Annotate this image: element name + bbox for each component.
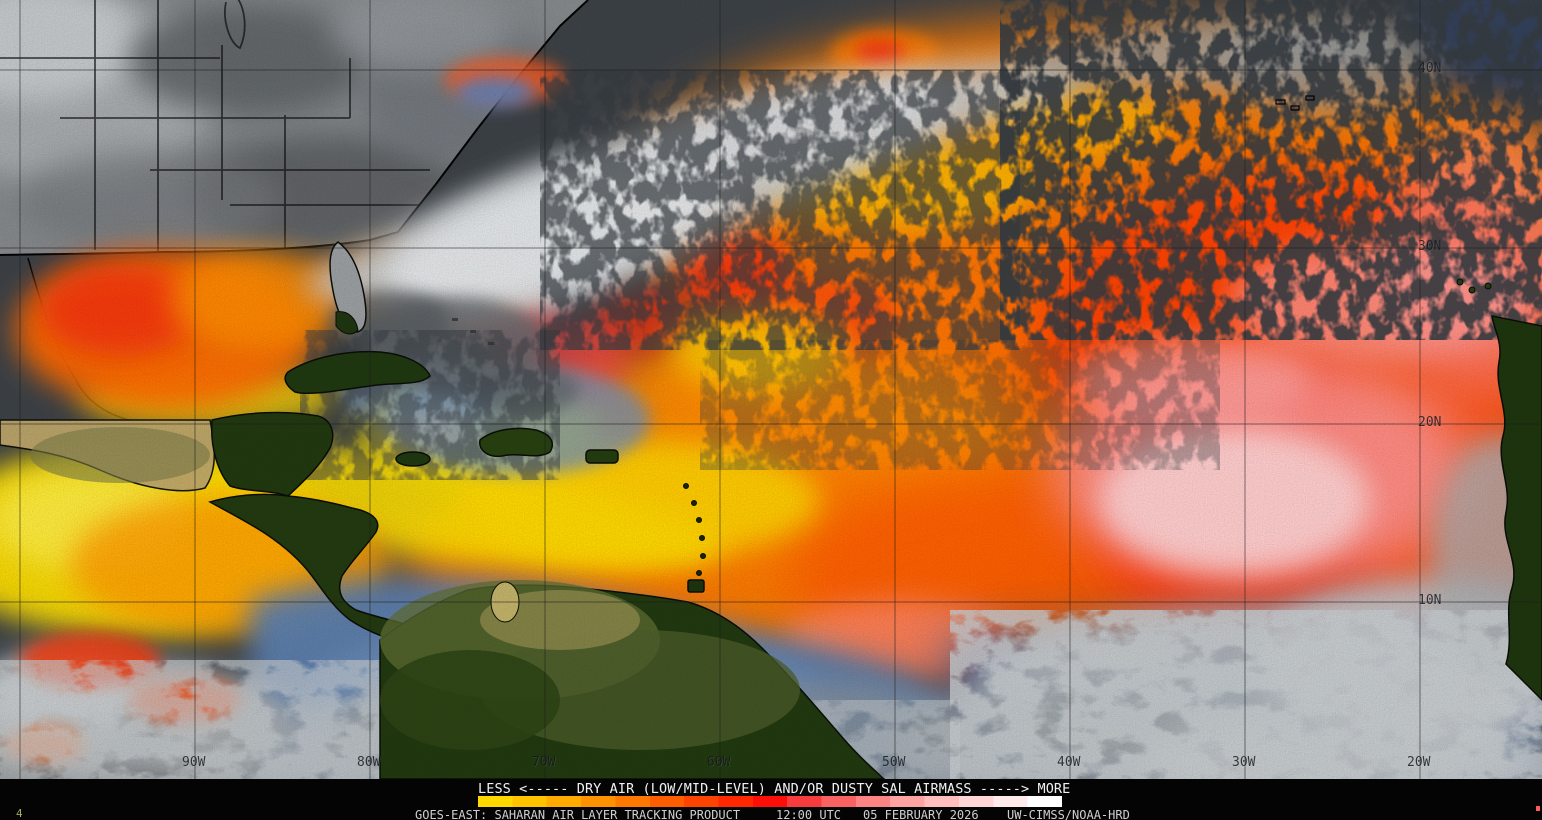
longitude-label: 40W bbox=[1057, 755, 1081, 770]
product-title: GOES-EAST: SAHARAN AIR LAYER TRACKING PR… bbox=[415, 808, 741, 820]
product-time: 12:00 UTC bbox=[776, 808, 842, 820]
latitude-label: 30N bbox=[1418, 239, 1442, 254]
legend-caption: LESS <----- DRY AIR (LOW/MID-LEVEL) AND/… bbox=[478, 781, 1071, 797]
legend-strip: LESS <----- DRY AIR (LOW/MID-LEVEL) AND/… bbox=[0, 779, 1542, 820]
longitude-label: 70W bbox=[532, 755, 556, 770]
longitude-label: 50W bbox=[882, 755, 906, 770]
longitude-label: 80W bbox=[357, 755, 381, 770]
product-date: 05 FEBRUARY 2026 bbox=[863, 808, 979, 820]
stray-pixel-artifact bbox=[1536, 806, 1540, 811]
latitude-label: 40N bbox=[1418, 61, 1442, 76]
product-credit: UW-CIMSS/NOAA-HRD bbox=[1007, 808, 1130, 820]
longitude-label: 90W bbox=[182, 755, 206, 770]
latitude-label: 10N bbox=[1418, 593, 1442, 608]
longitude-label: 30W bbox=[1232, 755, 1256, 770]
grid-lines bbox=[0, 0, 1542, 779]
satellite-map: 40N 30N 20N 10N 90W 80W 70W 60W 50W 40W 30W 20W bbox=[0, 0, 1542, 779]
dry-air-colorbar bbox=[478, 796, 1062, 807]
longitude-label: 20W bbox=[1407, 755, 1431, 770]
frame-number-indicator: 4 bbox=[16, 807, 23, 820]
longitude-label: 60W bbox=[707, 755, 731, 770]
satellite-composite-image bbox=[0, 0, 1542, 779]
latitude-label: 20N bbox=[1418, 415, 1442, 430]
film-grain-overlay bbox=[0, 0, 1542, 779]
